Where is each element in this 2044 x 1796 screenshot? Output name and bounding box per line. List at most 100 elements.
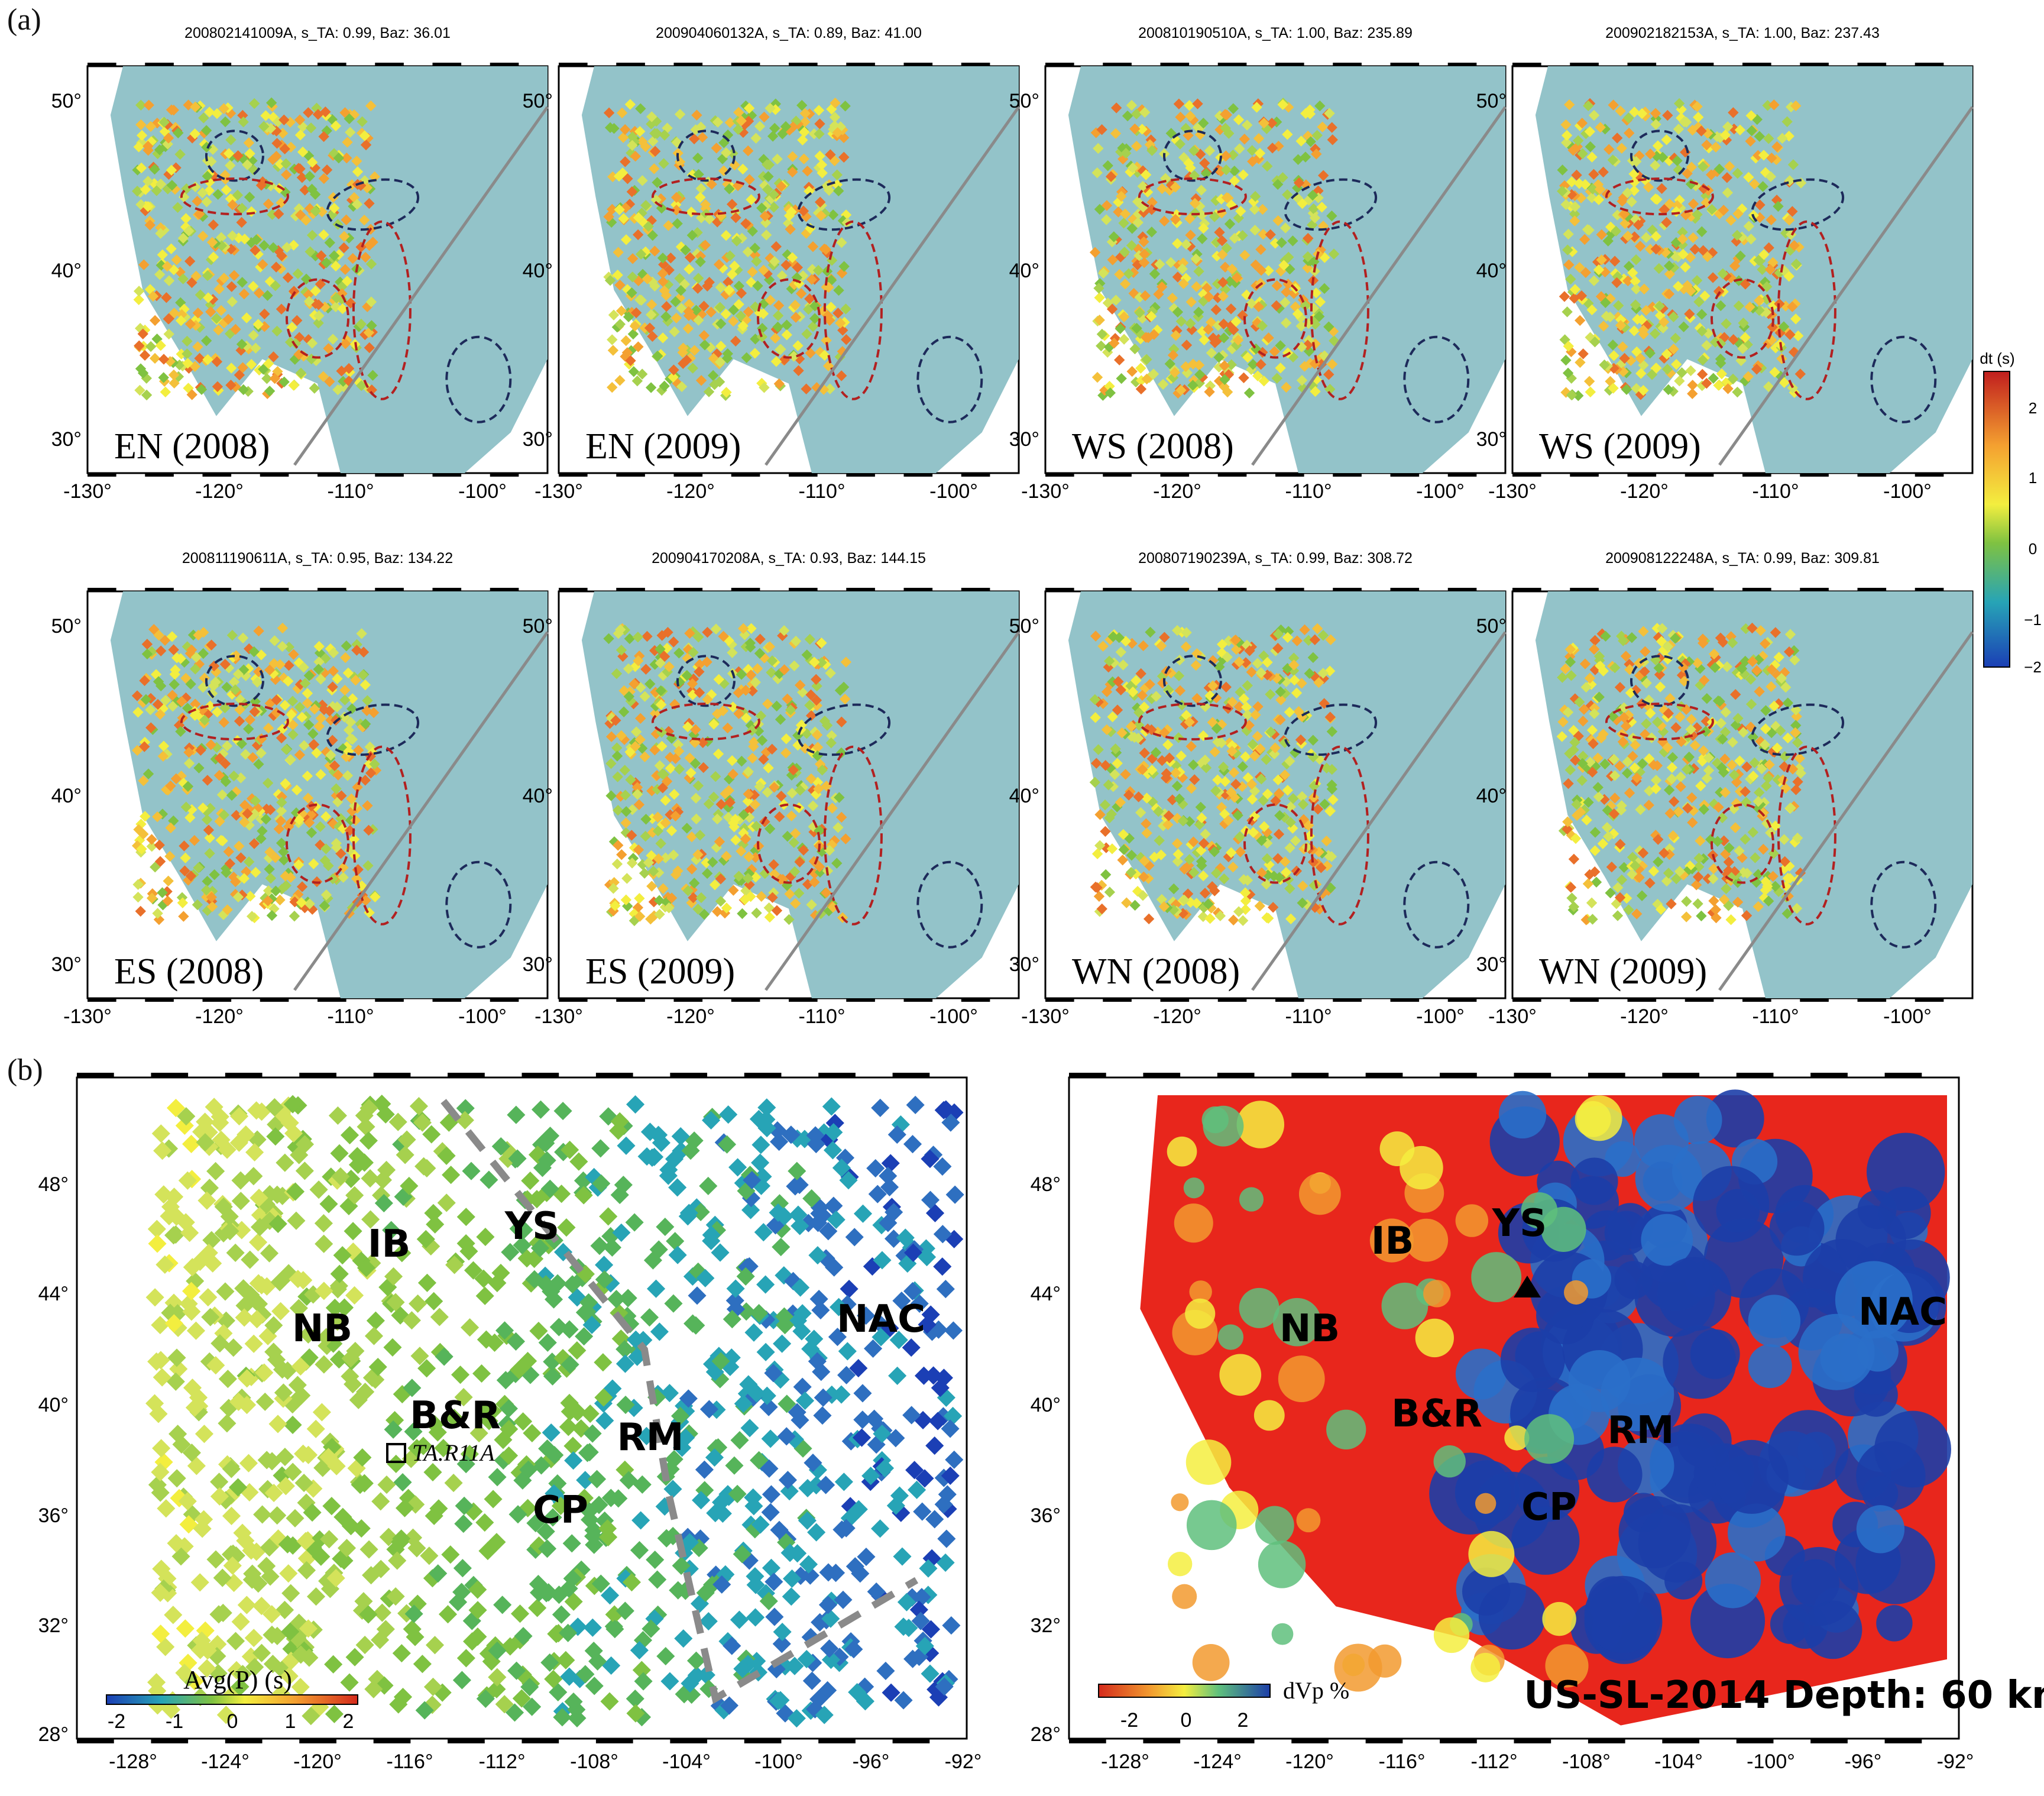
red-ellipse xyxy=(1605,703,1714,741)
lon-tick-label: -110° xyxy=(798,480,845,503)
lon-tick-label: -100° xyxy=(929,1005,978,1028)
great-circle-path xyxy=(1718,631,1974,991)
lat-tick-label: 40° xyxy=(38,1394,69,1416)
blue-ellipse xyxy=(1870,860,1937,949)
colorbar-tick: 1 xyxy=(2029,469,2037,487)
region-label: NB xyxy=(1279,1307,1340,1351)
panel-a-label: (a) xyxy=(7,3,41,37)
region-label: CP xyxy=(1521,1486,1577,1529)
map-panel-8: 200908122248A, s_TA: 0.99, Baz: 309.81 50… xyxy=(1476,550,1974,1028)
blue-ellipse xyxy=(445,860,512,949)
region-label: IB xyxy=(1371,1219,1414,1263)
lat-tick-label: 30° xyxy=(1009,428,1039,451)
lon-tick-label: -100° xyxy=(458,1005,507,1028)
lon-tick-label: -110° xyxy=(1752,1005,1799,1028)
lon-tick-label: -120° xyxy=(1153,480,1201,503)
blue-ellipse xyxy=(326,178,420,231)
red-ellipse xyxy=(352,745,412,925)
map-title: 200904170208A, s_TA: 0.93, Baz: 144.15 xyxy=(652,550,926,567)
blue-ellipse xyxy=(205,655,264,707)
lat-tick-label: 44° xyxy=(38,1283,69,1305)
lat-tick-label: 30° xyxy=(1009,953,1039,976)
event-label: WS (2008) xyxy=(1072,426,1234,467)
lat-tick-label: 50° xyxy=(51,615,82,638)
lon-tick-label: -130° xyxy=(1021,480,1070,503)
blue-ellipse xyxy=(1284,178,1378,231)
lon-tick-label: -128° xyxy=(109,1750,157,1773)
land-mass xyxy=(110,591,548,998)
lon-tick-label: -108° xyxy=(570,1750,618,1773)
blue-ellipse xyxy=(676,655,736,707)
map-panel-4: 200902182153A, s_TA: 1.00, Baz: 237.43 50… xyxy=(1476,25,1974,503)
colorbar-tick: -2 xyxy=(108,1710,125,1733)
avgp-colorbar: Avg(P) (s) -2 -1 0 1 2 xyxy=(106,1665,358,1733)
colorbar-gradient xyxy=(106,1694,358,1705)
region-label: NAC xyxy=(837,1297,925,1341)
blue-ellipse xyxy=(1403,860,1470,949)
avg-delay-map: TA.R11A 48° 44° 40° 36° 32° 28° -128° -124° -120°… xyxy=(38,1073,981,1773)
blue-ellipse xyxy=(1870,335,1937,423)
map-title: 200902182153A, s_TA: 1.00, Baz: 237.43 xyxy=(1605,25,1880,41)
velocity-anomalies xyxy=(1167,1089,1951,1692)
blue-ellipse xyxy=(1284,703,1378,756)
lon-tick-label: -120° xyxy=(666,480,715,503)
lon-tick-label: -110° xyxy=(1752,480,1799,503)
lat-tick-label: 50° xyxy=(1009,615,1039,638)
station-diamonds xyxy=(131,622,382,925)
station-diamonds xyxy=(1557,98,1807,402)
colorbar-tick: −1 xyxy=(2024,611,2042,629)
lon-tick-label: -100° xyxy=(929,480,978,503)
lon-tick-label: -116° xyxy=(1378,1750,1425,1773)
event-label: WN (2008) xyxy=(1072,952,1240,992)
red-ellipse xyxy=(1243,278,1307,359)
great-circle-path xyxy=(293,106,549,466)
lat-tick-label: 28° xyxy=(1031,1723,1061,1746)
blue-ellipse xyxy=(797,178,891,231)
lon-tick-label: -120° xyxy=(195,1005,244,1028)
lat-tick-label: 32° xyxy=(38,1614,69,1637)
lat-tick-label: 28° xyxy=(38,1723,69,1746)
map-panel-7: 200807190239A, s_TA: 0.99, Baz: 308.72 50… xyxy=(1009,550,1507,1028)
lon-tick-label: -130° xyxy=(1488,1005,1537,1028)
lat-tick-label: 50° xyxy=(51,90,82,112)
station-label: TA.R11A xyxy=(412,1439,495,1466)
red-ellipse xyxy=(180,703,289,741)
panel-b-label: (b) xyxy=(7,1053,43,1087)
colorbar-tick: 2 xyxy=(1238,1709,1249,1732)
colorbar-tick: 2 xyxy=(2029,399,2037,417)
region-label: B&R xyxy=(1391,1392,1482,1436)
lon-tick-label: -120° xyxy=(293,1750,342,1773)
colorbar-tick: 0 xyxy=(1181,1709,1192,1732)
region-label: NB xyxy=(292,1307,352,1351)
lon-tick-label: -120° xyxy=(1620,480,1669,503)
lon-tick-label: -110° xyxy=(327,1005,374,1028)
lat-tick-label: 48° xyxy=(38,1173,69,1196)
region-label: YS xyxy=(504,1205,559,1248)
red-ellipse xyxy=(352,220,412,400)
lon-tick-label: -104° xyxy=(662,1750,711,1773)
colorbar-tick: 0 xyxy=(227,1710,238,1733)
tomography-map: 48° 44° 40° 36° 32° 28° -128° -124° -120° -116° -1… xyxy=(1031,1073,2044,1773)
red-ellipse xyxy=(1605,177,1714,216)
colorbar-tick: −2 xyxy=(2024,658,2042,676)
lat-tick-label: 30° xyxy=(51,953,82,976)
blue-ellipse xyxy=(205,130,264,182)
lat-tick-label: 40° xyxy=(1476,260,1507,282)
red-ellipse xyxy=(1777,220,1836,400)
colorbar-tick: -2 xyxy=(1120,1709,1138,1732)
lon-tick-label: -130° xyxy=(63,1005,112,1028)
great-circle-path xyxy=(1251,631,1507,991)
lon-tick-label: -100° xyxy=(458,480,507,503)
great-circle-path xyxy=(765,106,1021,466)
station-diamonds xyxy=(1089,623,1339,926)
lon-tick-label: -124° xyxy=(201,1750,250,1773)
red-ellipse xyxy=(1310,745,1369,925)
red-ellipse xyxy=(286,278,349,359)
red-ellipse xyxy=(1138,703,1247,741)
station-diamonds xyxy=(132,97,380,401)
lon-tick-label: -110° xyxy=(1285,480,1332,503)
red-ellipse xyxy=(1777,745,1836,925)
lon-tick-label: -120° xyxy=(1153,1005,1201,1028)
lat-tick-label: 50° xyxy=(1009,90,1039,112)
lon-tick-label: -128° xyxy=(1101,1750,1149,1773)
